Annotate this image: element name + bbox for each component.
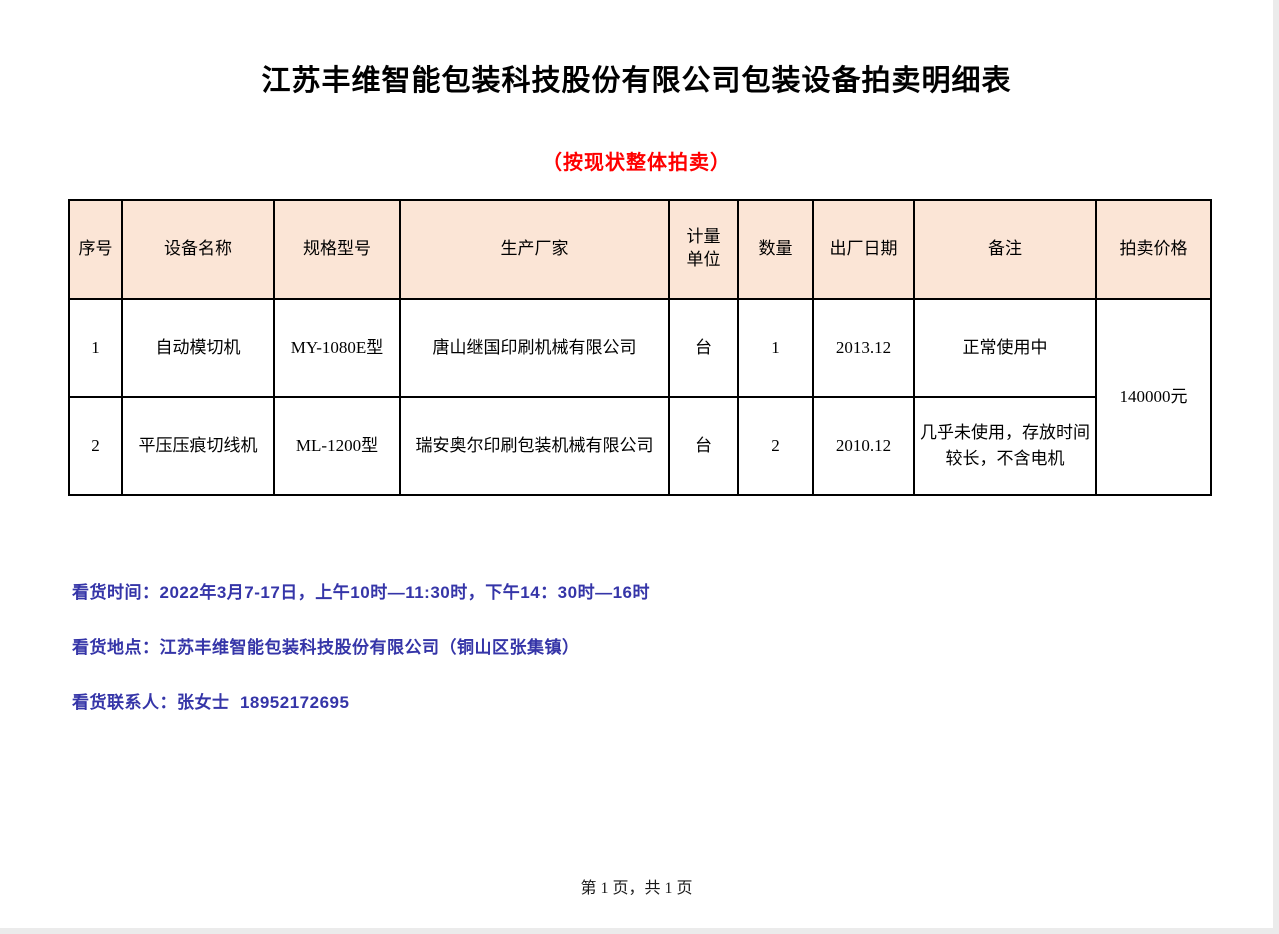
page-number-footer: 第 1 页，共 1 页 [580,880,693,897]
cell-seq: 2 [68,396,123,496]
cell-model: ML-1200型 [273,396,401,496]
table-header-row: 序号 设备名称 规格型号 生产厂家 计量单位 数量 出厂日期 备注 拍卖价格 [68,199,1212,300]
header-unit-label: 计量单位 [686,226,721,269]
cell-quantity: 2 [737,396,814,496]
equipment-auction-table: 序号 设备名称 规格型号 生产厂家 计量单位 数量 出厂日期 备注 拍卖价格 1… [68,199,1212,496]
header-seq: 序号 [68,199,123,300]
header-unit: 计量单位 [668,199,739,300]
cell-equipment-name: 自动模切机 [121,298,275,398]
cell-unit: 台 [668,396,739,496]
cell-remarks: 几乎未使用，存放时间较长，不含电机 [913,396,1097,496]
page-title: 江苏丰维智能包装科技股份有限公司包装设备拍卖明细表 [261,65,1012,97]
table-row: 1 自动模切机 MY-1080E型 唐山继国印刷机械有限公司 台 1 2013.… [68,298,1212,496]
header-model: 规格型号 [273,199,401,300]
cell-manufacture-date: 2010.12 [812,396,915,496]
viewing-notes: 看货时间：2022年3月7-17日，上午10时—11:30时，下午14：30时—… [72,578,650,743]
cell-manufacturer: 瑞安奥尔印刷包装机械有限公司 [399,396,670,496]
cell-model: MY-1080E型 [273,298,401,398]
cell-remarks: 正常使用中 [913,298,1097,398]
cell-auction-price-merged: 140000元 [1095,298,1212,496]
cell-quantity: 1 [737,298,814,398]
header-auction-price: 拍卖价格 [1095,199,1212,300]
viewing-location-note: 看货地点：江苏丰维智能包装科技股份有限公司（铜山区张集镇） [72,638,580,657]
table-row: 2 平压压痕切线机 ML-1200型 瑞安奥尔印刷包装机械有限公司 台 2 20… [68,396,1211,496]
header-manufacture-date: 出厂日期 [812,199,915,300]
cell-manufacture-date: 2013.12 [812,298,915,398]
header-manufacturer: 生产厂家 [399,199,670,300]
auction-condition-subtitle: （按现状整体拍卖） [542,152,731,174]
cell-seq: 1 [68,298,123,398]
cell-unit: 台 [668,298,739,398]
header-remarks: 备注 [913,199,1097,300]
viewing-time-note: 看货时间：2022年3月7-17日，上午10时—11:30时，下午14：30时—… [72,583,650,602]
header-quantity: 数量 [737,199,814,300]
cell-manufacturer: 唐山继国印刷机械有限公司 [399,298,670,398]
header-equipment-name: 设备名称 [121,199,275,300]
viewing-contact-note: 看货联系人：张女士 18952172695 [72,693,350,712]
cell-equipment-name: 平压压痕切线机 [121,396,275,496]
